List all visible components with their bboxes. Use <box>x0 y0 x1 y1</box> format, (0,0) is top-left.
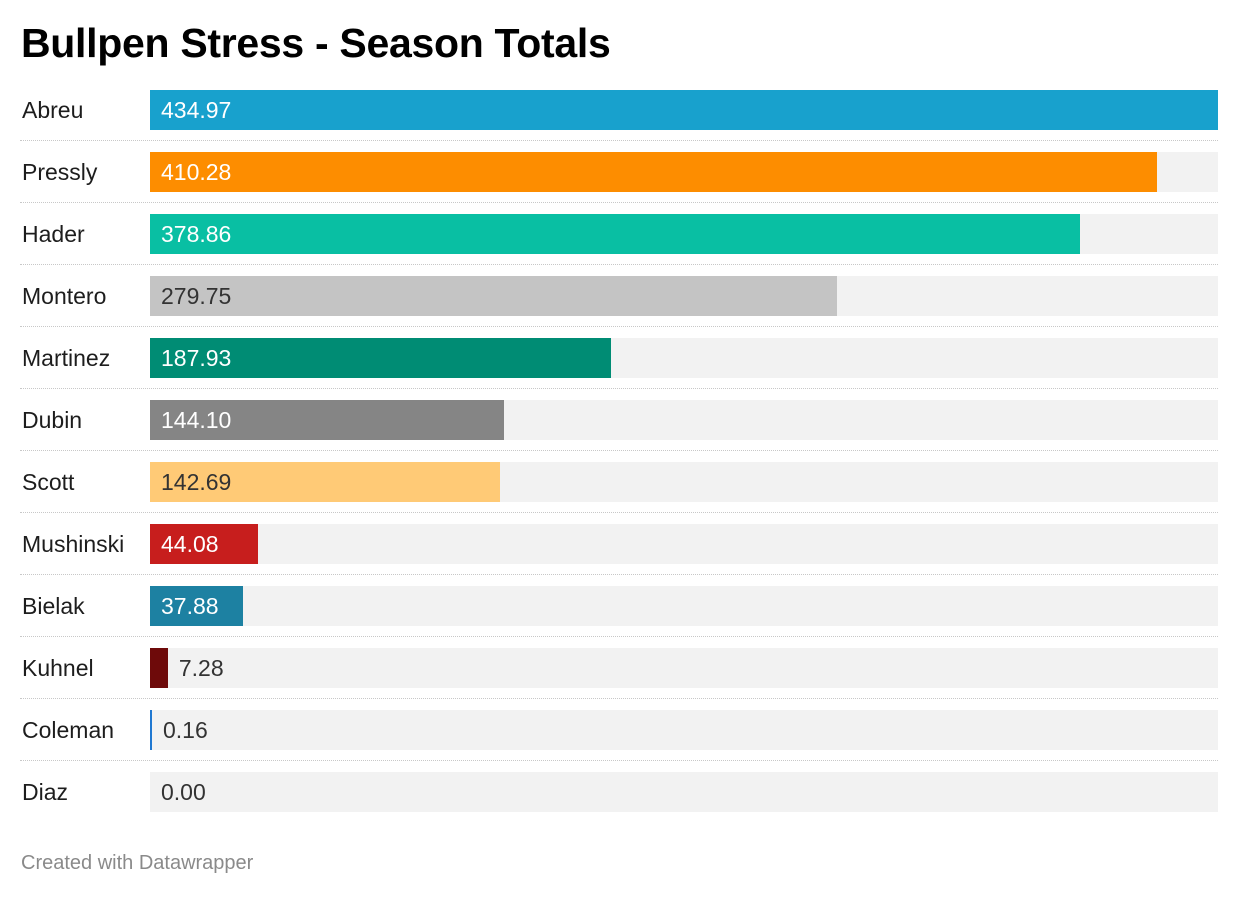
bar-track: 0.00 <box>150 772 1218 812</box>
bar <box>150 648 168 688</box>
bar-track: 187.93 <box>150 338 1218 378</box>
row-divider <box>20 574 1218 575</box>
bar-row: Diaz 0.00 <box>20 772 1218 834</box>
category-label: Hader <box>22 221 85 247</box>
bar-row: Montero 279.75 <box>20 276 1218 338</box>
row-divider <box>20 140 1218 141</box>
row-divider <box>20 264 1218 265</box>
bar-row: Pressly 410.28 <box>20 152 1218 214</box>
bar-track: 142.69 <box>150 462 1218 502</box>
bar-value-label: 7.28 <box>178 655 224 681</box>
row-divider <box>20 636 1218 637</box>
bar-value-label: 37.88 <box>161 593 219 619</box>
bar-row: Kuhnel 7.28 <box>20 648 1218 710</box>
bar <box>150 524 259 564</box>
row-divider <box>20 760 1218 761</box>
bar <box>150 276 837 316</box>
bar <box>150 90 1218 130</box>
bar-value-label: 0.00 <box>161 779 206 805</box>
bar-row: Mushinski 44.08 <box>20 524 1218 586</box>
credit-footer: Created with Datawrapper <box>21 852 254 874</box>
bar-value-label: 144.10 <box>161 407 232 433</box>
category-label: Dubin <box>22 407 83 433</box>
bar-row: Hader 378.86 <box>20 214 1218 276</box>
bar <box>150 214 1081 254</box>
bar-value-label: 187.93 <box>161 345 232 371</box>
category-label: Diaz <box>22 779 69 805</box>
bar-track: 44.08 <box>150 524 1218 564</box>
bar <box>150 152 1158 192</box>
row-divider <box>20 326 1218 327</box>
row-divider <box>20 698 1218 699</box>
bar-track: 7.28 <box>150 648 1218 688</box>
bar-value-label: 0.16 <box>163 717 208 743</box>
bar-row: Martinez 187.93 <box>20 338 1218 400</box>
bar-row: Scott 142.69 <box>20 462 1218 524</box>
category-label: Bielak <box>22 593 85 619</box>
category-label: Coleman <box>22 717 115 743</box>
bar-track: 410.28 <box>150 152 1218 192</box>
bar-row: Dubin 144.10 <box>20 400 1218 462</box>
bar-row: Bielak 37.88 <box>20 586 1218 648</box>
bar <box>150 710 152 750</box>
row-divider <box>20 512 1218 513</box>
bar-track: 37.88 <box>150 586 1218 626</box>
category-label: Pressly <box>22 159 98 185</box>
row-divider <box>20 202 1218 203</box>
chart-title: Bullpen Stress - Season Totals <box>21 20 611 66</box>
bar-value-label: 279.75 <box>161 283 232 309</box>
row-divider <box>20 450 1218 451</box>
bar-track: 0.16 <box>150 710 1218 750</box>
category-label: Scott <box>22 469 75 495</box>
bar <box>150 586 243 626</box>
bar-value-label: 378.86 <box>161 221 232 247</box>
category-label: Montero <box>22 283 107 309</box>
bar-value-label: 44.08 <box>161 531 219 557</box>
bar-track: 144.10 <box>150 400 1218 440</box>
category-label: Mushinski <box>22 531 125 557</box>
category-label: Kuhnel <box>22 655 94 681</box>
row-divider <box>20 388 1218 389</box>
category-label: Martinez <box>22 345 111 371</box>
bar <box>150 338 612 378</box>
category-label: Abreu <box>22 97 84 123</box>
bar-track: 434.97 <box>150 90 1218 130</box>
bar-row: Coleman 0.16 <box>20 710 1218 772</box>
bar-track: 279.75 <box>150 276 1218 316</box>
bar <box>150 400 504 440</box>
bar-track: 378.86 <box>150 214 1218 254</box>
bar-value-label: 434.97 <box>161 97 232 123</box>
bar <box>150 462 501 502</box>
bar-value-label: 410.28 <box>161 159 232 185</box>
bar-row: Abreu 434.97 <box>20 90 1218 152</box>
bar-value-label: 142.69 <box>161 469 232 495</box>
